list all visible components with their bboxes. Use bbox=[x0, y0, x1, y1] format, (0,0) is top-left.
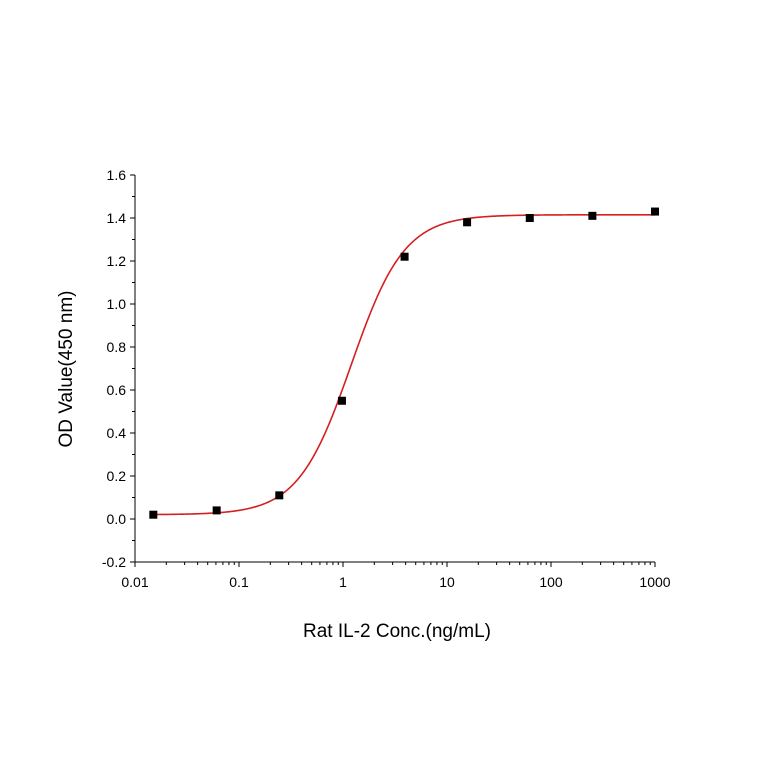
y-tick-label: 0.4 bbox=[107, 425, 127, 441]
data-point bbox=[212, 506, 221, 515]
y-tick-label: -0.2 bbox=[102, 554, 126, 570]
data-point bbox=[525, 214, 534, 222]
y-axis-title: OD Value(450 nm) bbox=[56, 291, 77, 448]
x-axis-title: Rat IL-2 Conc.(ng/mL) bbox=[303, 621, 491, 642]
x-axis: 0.01 0.1 1 10 100 1000 bbox=[121, 561, 671, 590]
data-point bbox=[463, 218, 472, 227]
data-point bbox=[588, 211, 597, 220]
data-point bbox=[337, 396, 346, 405]
data-point bbox=[651, 207, 659, 216]
data-points bbox=[149, 207, 659, 519]
y-tick-label: 1.0 bbox=[107, 296, 127, 312]
y-tick-label: 1.4 bbox=[107, 210, 127, 226]
y-tick-label: 1.6 bbox=[107, 167, 127, 183]
y-tick-label: 0.0 bbox=[107, 511, 127, 527]
fit-curve bbox=[153, 213, 655, 516]
x-tick-label: 10 bbox=[439, 574, 455, 590]
x-tick-label: 0.1 bbox=[229, 574, 249, 590]
fit-layer bbox=[153, 213, 655, 516]
data-point bbox=[275, 491, 284, 500]
x-tick-label: 1000 bbox=[639, 574, 670, 590]
y-tick-label: 0.2 bbox=[107, 468, 127, 484]
data-point bbox=[149, 510, 158, 519]
x-tick-label: 0.01 bbox=[121, 574, 148, 590]
y-tick-label: 1.2 bbox=[107, 253, 127, 269]
x-tick-label: 100 bbox=[539, 574, 563, 590]
x-tick-label: 1 bbox=[339, 574, 347, 590]
y-axis: -0.2 0.0 0.2 0.4 0.6 0.8 1.0 1.2 1.4 1.6 bbox=[102, 167, 136, 570]
y-tick-label: 0.6 bbox=[107, 382, 127, 398]
data-point bbox=[400, 252, 409, 261]
y-tick-label: 0.8 bbox=[107, 339, 127, 355]
